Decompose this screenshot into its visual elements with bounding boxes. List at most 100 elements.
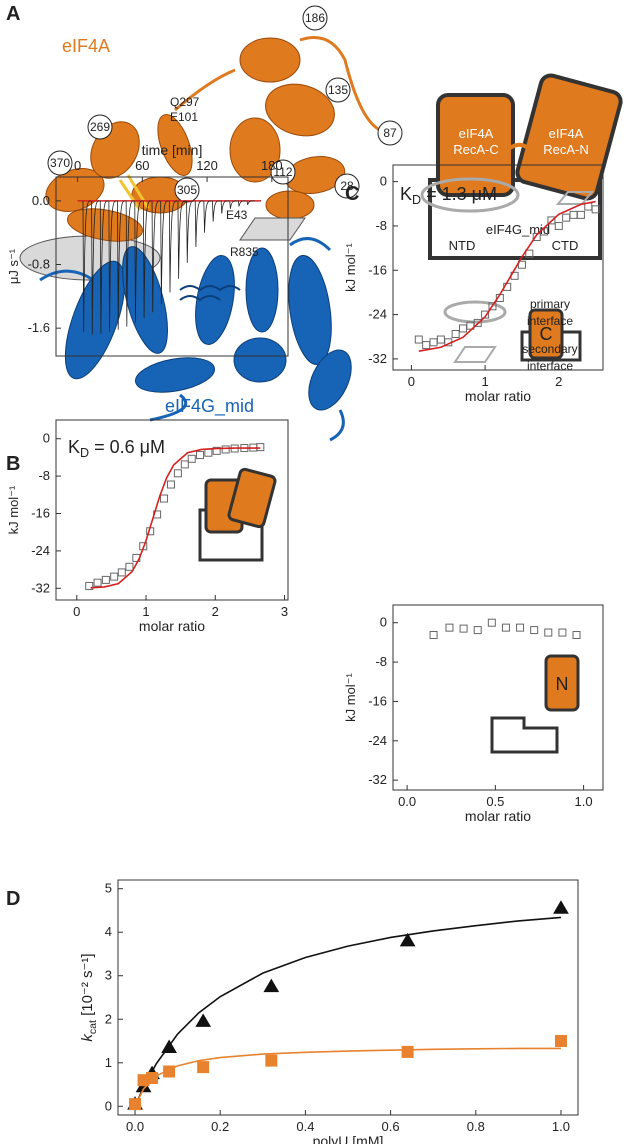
data-point (422, 341, 431, 350)
injection-peak (194, 200, 203, 248)
data-point (173, 469, 182, 478)
injection-peak (125, 200, 134, 327)
injection-peak (108, 200, 117, 333)
legend-ellipse (443, 300, 507, 324)
inset-label: N (556, 674, 569, 694)
data-point (516, 623, 525, 632)
primary-interface (420, 177, 520, 213)
data-point (187, 454, 196, 463)
data-point (161, 1039, 177, 1054)
data-point (101, 575, 110, 584)
x-tick-label: 0.8 (467, 1119, 485, 1134)
injection-peak (177, 200, 186, 279)
insets (198, 308, 582, 754)
panel-label: B (6, 453, 20, 475)
data-point (197, 1061, 210, 1074)
residue-label: E101 (170, 110, 198, 124)
kd-annotation-subscript: D (80, 446, 89, 460)
data-point (553, 900, 569, 914)
residue-number: 87 (383, 126, 397, 140)
residue-number: 28 (340, 179, 354, 193)
injection-peak (168, 200, 178, 293)
injection-peak (160, 200, 169, 305)
data-point (562, 213, 571, 222)
data-point (576, 210, 585, 219)
x-tick-label: 1 (142, 604, 149, 619)
y-tick-label: -8 (375, 654, 387, 669)
residue-number: 135 (328, 83, 348, 97)
plot-frame (392, 164, 604, 371)
x-tick-label: 120 (196, 158, 218, 173)
residue-number: 269 (90, 120, 110, 134)
y-tick-label: 0 (43, 431, 50, 446)
inset-label: C (540, 324, 553, 344)
data-point (459, 324, 467, 333)
data-point (569, 210, 578, 219)
x-tick-label: 2 (555, 374, 562, 389)
y-tick-label: 0 (380, 615, 387, 630)
kd-annotation-subscript: D (412, 193, 421, 207)
y-tick-label: -1.6 (28, 320, 50, 335)
x-tick-label: 0 (73, 604, 80, 619)
data-point (445, 623, 454, 632)
data-point (414, 335, 423, 344)
secondary-interface (239, 217, 306, 241)
x-axis-label: molar ratio (139, 618, 205, 634)
data-point (166, 480, 175, 489)
y-tick-label: 0 (380, 174, 387, 189)
x-axis-label: molar ratio (465, 388, 531, 404)
series (82, 200, 255, 335)
panel-label: A (6, 3, 20, 25)
x-tick-label: 1.0 (552, 1119, 570, 1134)
reca-n-box (515, 73, 623, 201)
data-point (501, 623, 510, 632)
data-point (399, 932, 416, 947)
fit-line (418, 200, 596, 352)
series (127, 900, 569, 1110)
series (418, 200, 596, 352)
injection-peak (212, 200, 221, 222)
residue-circle (47, 150, 73, 176)
data-point (401, 1045, 414, 1058)
data-point (163, 1065, 176, 1078)
y-tick-label: 1 (105, 1055, 112, 1070)
data-point (195, 1013, 212, 1027)
injection-peak (99, 200, 109, 334)
data-point (473, 318, 482, 327)
plot-frame (392, 604, 604, 791)
data-point (196, 451, 205, 460)
y-axis-label: μJ s⁻¹ (6, 248, 21, 284)
injection-peak (186, 200, 195, 263)
data-point (488, 302, 497, 311)
injection-peak (143, 200, 152, 318)
residue-number: 186 (305, 11, 325, 25)
y-axis-label: kJ mol⁻¹ (6, 485, 21, 534)
data-point (93, 578, 102, 587)
y-axis-label: kJ mol⁻¹ (343, 242, 358, 291)
y-tick-label: 4 (105, 924, 112, 939)
plot-frame (55, 176, 289, 357)
series (429, 618, 581, 640)
x-tick-label: 0 (74, 158, 81, 173)
y-tick-label: 2 (105, 1011, 112, 1026)
data-point (180, 460, 189, 469)
domain-label: eIF4A (549, 126, 584, 141)
data-point (525, 249, 534, 258)
x-tick-label: 0.4 (296, 1119, 314, 1134)
injection-peak (151, 200, 160, 313)
panel-label: D (6, 888, 20, 910)
kd-annotation-text: = 0.6 μM (89, 437, 165, 457)
plot-frame (117, 879, 579, 1116)
residue-circle (87, 114, 113, 140)
data-point (212, 446, 221, 455)
domain-label: NTD (449, 238, 476, 253)
residue-label: R835 (230, 245, 259, 259)
data-point (554, 1035, 567, 1048)
residue-circle (270, 159, 296, 185)
kd-annotation-symbol: K (400, 184, 412, 204)
data-point (429, 631, 438, 640)
x-tick-label: 0.6 (382, 1119, 400, 1134)
legend-label: primary (530, 297, 570, 311)
residue-number: 305 (177, 183, 197, 197)
injection-peak (246, 200, 255, 205)
